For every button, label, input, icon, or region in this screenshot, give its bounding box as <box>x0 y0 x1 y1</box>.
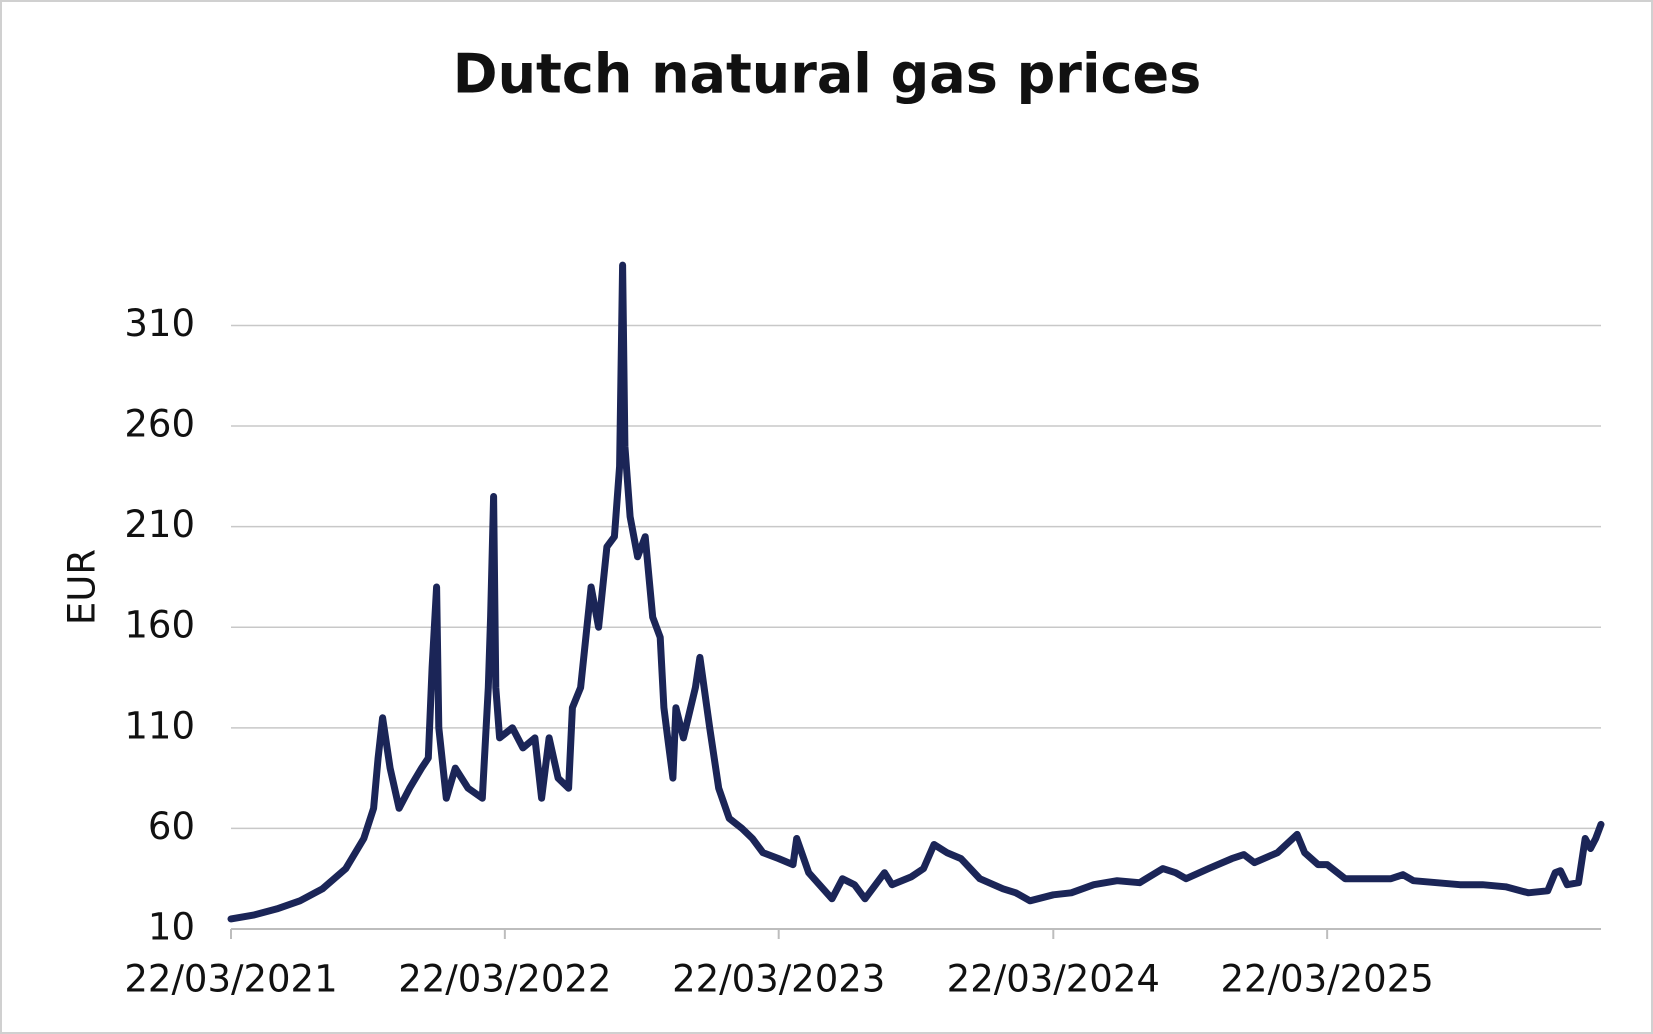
chart-title: Dutch natural gas prices <box>453 43 1201 106</box>
y-tick-label: 110 <box>124 704 195 747</box>
y-tick-label: 260 <box>124 403 195 446</box>
x-tick-label: 22/03/2021 <box>124 958 337 1001</box>
y-tick-label: 10 <box>148 906 195 949</box>
price-line <box>227 261 1605 923</box>
y-tick-label: 160 <box>124 604 195 647</box>
y-axis-label: EUR <box>61 549 104 625</box>
y-tick-label: 60 <box>148 805 195 848</box>
x-tick-label: 22/03/2025 <box>1221 958 1434 1001</box>
x-tick-label: 22/03/2023 <box>672 958 885 1001</box>
x-tick-label: 22/03/2022 <box>398 958 611 1001</box>
y-tick-label: 310 <box>124 302 195 345</box>
y-tick-label: 210 <box>124 503 195 546</box>
x-tick-label: 22/03/2024 <box>947 958 1160 1001</box>
